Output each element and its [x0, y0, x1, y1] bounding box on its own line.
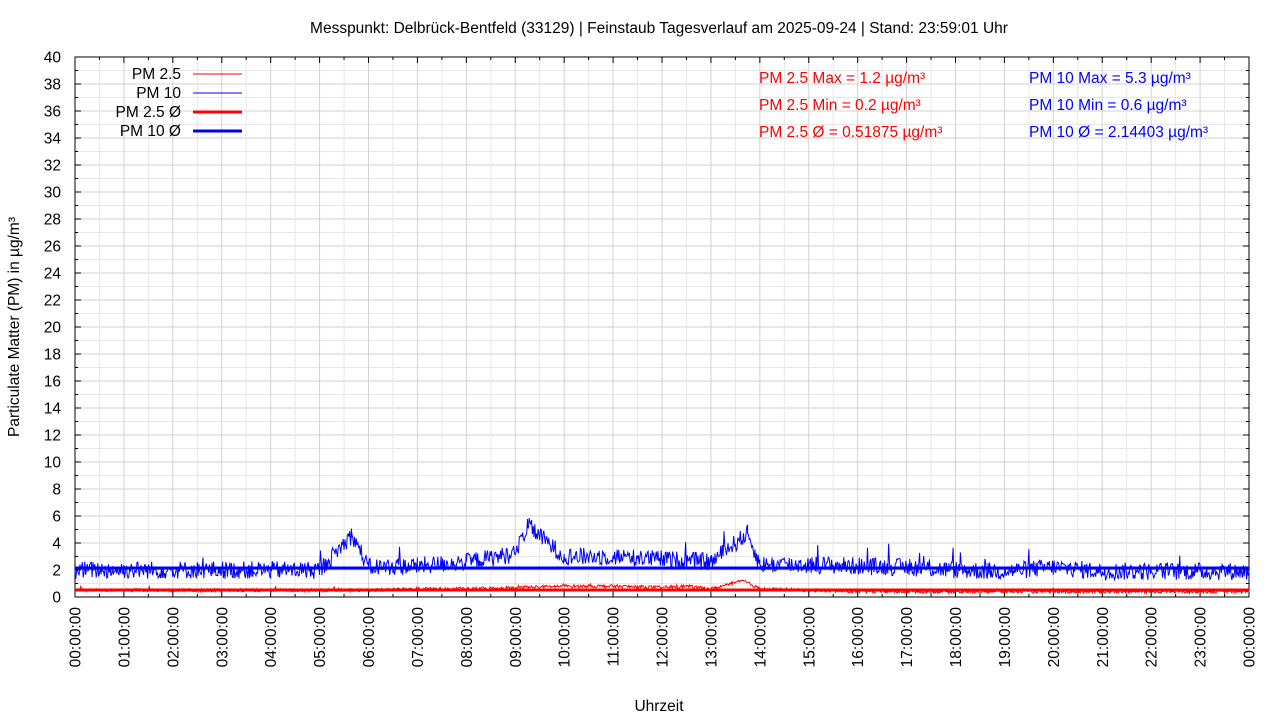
x-axis: 00:00:00 01:00:00 02:00:00 03:00:00 04:00:00… — [68, 57, 1259, 667]
pm25-avg-label: PM 2.5 Ø = 0.51875 µg/m³ — [759, 124, 942, 141]
y-tick-label: 32 — [44, 158, 61, 175]
x-tick-label: 04:00:00 — [263, 607, 280, 668]
y-tick-label: 36 — [44, 104, 61, 121]
x-tick-label: 21:00:00 — [1095, 607, 1112, 668]
statistics: PM 2.5 Max = 1.2 µg/m³ PM 2.5 Min = 0.2 … — [759, 70, 1208, 141]
x-tick-label: 11:00:00 — [606, 607, 623, 667]
y-tick-label: 28 — [44, 212, 61, 229]
x-tick-label: 06:00:00 — [361, 607, 378, 668]
x-tick-label: 18:00:00 — [948, 607, 965, 668]
legend-label-pm10: PM 10 — [136, 85, 181, 102]
y-tick-label: 22 — [44, 293, 61, 310]
x-tick-label: 08:00:00 — [459, 607, 476, 668]
x-tick-label: 17:00:00 — [899, 607, 916, 668]
y-tick-label: 18 — [44, 347, 61, 364]
legend-label-pm10-avg: PM 10 Ø — [120, 123, 181, 140]
y-tick-label: 4 — [52, 536, 61, 553]
legend: PM 2.5 PM 10 PM 2.5 Ø PM 10 Ø — [116, 66, 242, 140]
x-tick-label: 05:00:00 — [312, 607, 329, 668]
x-tick-label: 20:00:00 — [1046, 607, 1063, 668]
series-lines — [74, 518, 1250, 595]
y-tick-label: 24 — [44, 266, 62, 283]
x-tick-label: 19:00:00 — [997, 607, 1014, 668]
pm10-min-label: PM 10 Min = 0.6 µg/m³ — [1029, 97, 1187, 114]
y-tick-label: 38 — [44, 77, 61, 94]
x-tick-label: 15:00:00 — [801, 607, 818, 668]
x-tick-label: 14:00:00 — [752, 607, 769, 668]
x-tick-label: 07:00:00 — [410, 607, 427, 668]
legend-label-pm25-avg: PM 2.5 Ø — [116, 104, 181, 121]
y-tick-label: 34 — [44, 131, 62, 148]
y-tick-label: 20 — [44, 320, 62, 337]
y-tick-label: 16 — [44, 374, 61, 391]
y-tick-label: 2 — [52, 563, 61, 580]
x-tick-label: 22:00:00 — [1144, 607, 1161, 668]
grid — [75, 57, 1249, 597]
chart-title: Messpunkt: Delbrück-Bentfeld (33129) | F… — [310, 20, 1008, 37]
y-tick-label: 6 — [52, 509, 61, 526]
x-tick-label: 00:00:00 — [68, 607, 85, 668]
y-tick-label: 30 — [44, 185, 62, 202]
x-tick-label: 12:00:00 — [655, 607, 672, 668]
x-tick-label: 01:00:00 — [116, 607, 133, 668]
x-tick-label: 13:00:00 — [703, 607, 720, 668]
y-tick-label: 12 — [44, 428, 61, 445]
y-tick-label: 8 — [52, 482, 61, 499]
pm25-min-label: PM 2.5 Min = 0.2 µg/m³ — [759, 97, 921, 114]
y-tick-label: 0 — [52, 590, 61, 607]
x-tick-label: 16:00:00 — [850, 607, 867, 668]
y-tick-label: 40 — [44, 50, 62, 67]
pm10-avg-label: PM 10 Ø = 2.14403 µg/m³ — [1029, 124, 1208, 141]
series-line-pm10 — [74, 518, 1250, 582]
pm10-max-label: PM 10 Max = 5.3 µg/m³ — [1029, 70, 1191, 87]
x-tick-label: 23:00:00 — [1193, 607, 1210, 668]
x-tick-label: 10:00:00 — [557, 607, 574, 668]
x-tick-label: 00:00:00 — [1242, 607, 1259, 668]
x-tick-label: 03:00:00 — [214, 607, 231, 668]
y-axis-label: Particulate Matter (PM) in µg/m³ — [6, 217, 23, 437]
x-axis-label: Uhrzeit — [634, 698, 684, 715]
x-tick-label: 09:00:00 — [508, 607, 525, 668]
y-tick-label: 14 — [44, 401, 62, 418]
x-tick-label: 02:00:00 — [165, 607, 182, 668]
y-tick-label: 10 — [44, 455, 62, 472]
pm25-max-label: PM 2.5 Max = 1.2 µg/m³ — [759, 70, 925, 87]
legend-label-pm25: PM 2.5 — [132, 66, 181, 83]
y-tick-label: 26 — [44, 239, 61, 256]
